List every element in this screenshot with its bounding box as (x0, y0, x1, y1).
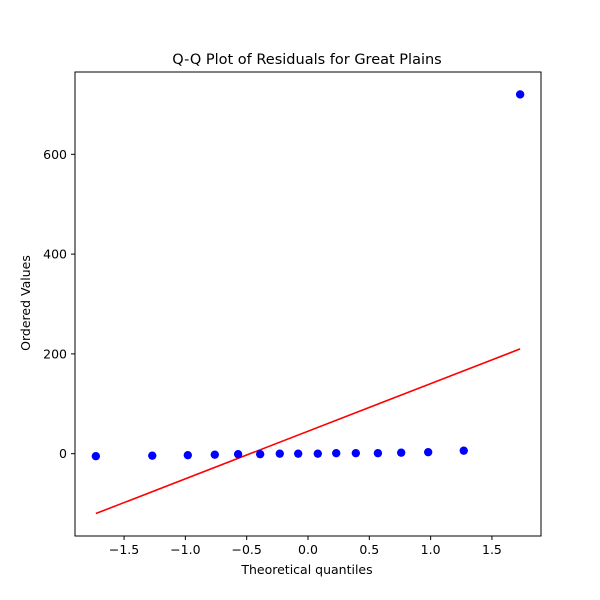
fit-line (95, 348, 521, 515)
y-tick-label: 600 (43, 147, 67, 162)
fit-line-layer (95, 348, 521, 515)
data-point (332, 448, 341, 458)
x-axis-label: Theoretical quantiles (240, 562, 372, 577)
plot-frame (74, 71, 542, 537)
y-tick-label: 0 (59, 446, 67, 461)
x-tick-label: −1.5 (109, 542, 139, 557)
data-point (351, 448, 361, 458)
x-tick-label: 1.5 (482, 542, 502, 557)
x-tick-label: −1.0 (170, 542, 200, 557)
y-axis-label: Ordered Values (18, 255, 33, 351)
y-tick-label: 200 (43, 346, 67, 361)
data-point (210, 450, 219, 459)
data-point (91, 451, 101, 461)
x-tick-label: 0.0 (298, 542, 318, 557)
data-point (373, 448, 383, 458)
data-point (313, 449, 323, 458)
data-point (459, 446, 468, 455)
y-tick-label: 400 (43, 247, 67, 262)
x-tick-label: −0.5 (232, 542, 262, 557)
x-axis: −1.5 −1.0 −0.5 0.0 0.5 1.0 1.5 (109, 536, 502, 557)
x-tick-label: 0.5 (359, 542, 379, 557)
data-point (255, 449, 265, 459)
plot-area (74, 71, 542, 537)
x-tick-label: 1.0 (421, 542, 441, 557)
data-point (423, 447, 433, 457)
points-layer (91, 90, 525, 461)
data-point (515, 90, 525, 99)
data-point (275, 449, 284, 458)
chart-title: Q-Q Plot of Residuals for Great Plains (172, 52, 441, 68)
data-point (397, 448, 406, 457)
data-point (293, 449, 303, 458)
data-point (233, 449, 243, 459)
data-point (183, 450, 193, 460)
y-axis: 0 200 400 600 (43, 147, 75, 461)
data-point (148, 451, 157, 460)
